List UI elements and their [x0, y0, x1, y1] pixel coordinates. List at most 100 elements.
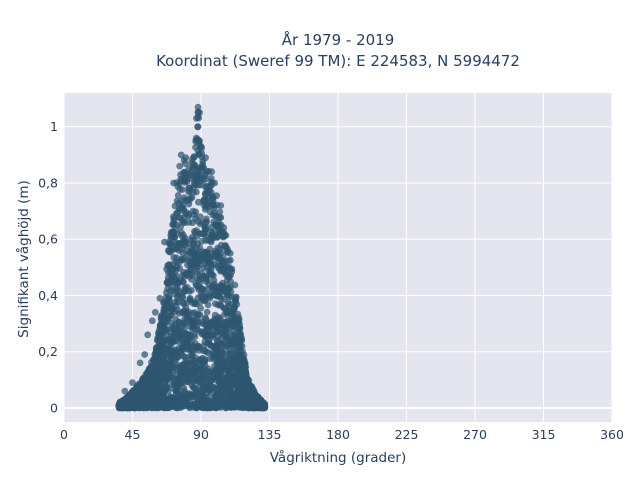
- scatter-point: [165, 325, 173, 333]
- scatter-point: [176, 162, 184, 170]
- scatter-point: [148, 317, 156, 325]
- scatter-point: [121, 387, 129, 395]
- scatter-point: [161, 238, 168, 246]
- scatter-point: [189, 318, 197, 326]
- scatter-point: [196, 109, 203, 117]
- x-tick-label: 270: [463, 427, 487, 442]
- scatter-point: [199, 163, 207, 171]
- scatter-point: [184, 240, 192, 247]
- scatter-point: [182, 160, 189, 168]
- x-tick-label: 135: [258, 427, 282, 442]
- scatter-point: [195, 169, 202, 177]
- scatter-point: [217, 393, 225, 401]
- scatter-point: [151, 369, 159, 377]
- scatter-point: [199, 404, 207, 412]
- scatter-point: [154, 334, 162, 342]
- scatter-point: [219, 229, 226, 236]
- scatter-point: [158, 369, 166, 377]
- scatter-point: [169, 287, 177, 294]
- scatter-point: [236, 386, 244, 394]
- scatter-point: [152, 348, 160, 356]
- scatter-point: [224, 393, 231, 401]
- scatter-point: [167, 339, 175, 347]
- scatter-point: [211, 221, 219, 228]
- scatter-point: [211, 249, 219, 257]
- scatter-point: [207, 386, 215, 393]
- scatter-point: [174, 392, 182, 400]
- scatter-point: [197, 143, 205, 150]
- scatter-point: [175, 259, 183, 266]
- scatter-point: [177, 175, 185, 183]
- scatter-point: [185, 272, 193, 280]
- scatter-point: [179, 372, 186, 380]
- scatter-point: [217, 316, 225, 324]
- scatter-point: [136, 359, 144, 367]
- scatter-point: [221, 242, 229, 250]
- scatter-point: [226, 309, 233, 316]
- chart-subtitle: Koordinat (Sweref 99 TM): E 224583, N 59…: [156, 52, 520, 70]
- scatter-point: [201, 226, 209, 234]
- scatter-point: [245, 404, 253, 412]
- scatter-point: [197, 230, 205, 237]
- scatter-point: [196, 150, 203, 158]
- scatter-point: [211, 179, 219, 187]
- scatter-point: [167, 352, 175, 360]
- scatter-point: [172, 316, 180, 323]
- scatter-point: [201, 346, 209, 354]
- scatter-point: [193, 114, 200, 122]
- scatter-point: [186, 403, 194, 411]
- scatter-point: [161, 360, 169, 367]
- scatter-point: [238, 336, 245, 344]
- scatter-point: [216, 301, 224, 308]
- x-tick-label: 45: [125, 427, 141, 442]
- scatter-point: [200, 176, 207, 184]
- scatter-point: [204, 301, 212, 309]
- scatter-point: [198, 293, 206, 301]
- y-tick-label: 0,2: [38, 344, 58, 359]
- scatter-point: [160, 352, 167, 360]
- scatter-point: [181, 284, 189, 292]
- scatter-point: [186, 187, 194, 195]
- scatter-point: [173, 371, 181, 379]
- scatter-point: [213, 377, 221, 384]
- scatter-point: [156, 294, 164, 302]
- scatter-point: [210, 355, 218, 363]
- scatter-point: [205, 236, 212, 244]
- scatter-point: [220, 265, 228, 273]
- scatter-point: [207, 404, 214, 412]
- scatter-point: [203, 257, 211, 265]
- scatter-point: [190, 236, 198, 244]
- scatter-point: [144, 331, 152, 339]
- scatter-point: [217, 202, 225, 209]
- scatter-point: [192, 269, 200, 276]
- scatter-point: [200, 272, 208, 280]
- scatter-point: [224, 316, 232, 324]
- scatter-point: [241, 361, 249, 368]
- scatter-point: [163, 319, 170, 326]
- scatter-point: [212, 385, 220, 393]
- scatter-point: [209, 331, 217, 339]
- scatter-point: [190, 251, 198, 258]
- scatter-point: [215, 258, 223, 265]
- scatter-point: [163, 331, 171, 338]
- scatter-point: [211, 315, 219, 323]
- scatter-point: [185, 218, 193, 226]
- scatter-point: [196, 298, 204, 306]
- scatter-point: [209, 197, 217, 205]
- scatter-point: [192, 208, 200, 216]
- scatter-point: [227, 256, 234, 264]
- scatter-point: [168, 304, 176, 312]
- scatter-point: [196, 137, 203, 145]
- scatter-point: [217, 346, 225, 354]
- scatter-point: [220, 339, 228, 347]
- scatter-point: [181, 353, 189, 361]
- scatter-point: [225, 285, 233, 292]
- scatter-point: [188, 354, 196, 362]
- x-tick-label: 90: [193, 427, 209, 442]
- x-axis-label: Vågriktning (grader): [270, 449, 407, 466]
- scatter-point: [196, 220, 204, 228]
- y-tick-label: 0,6: [38, 232, 58, 247]
- scatter-point: [166, 237, 174, 245]
- scatter-point: [173, 210, 180, 218]
